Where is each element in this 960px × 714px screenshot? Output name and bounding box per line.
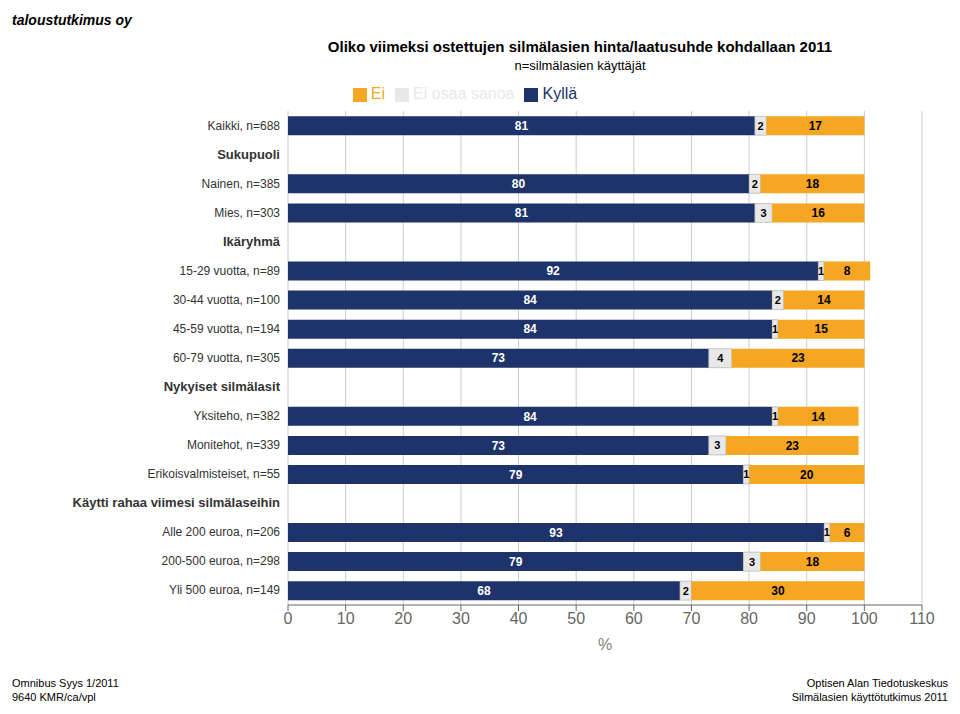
html-text:Oliko viimeksi ostettujen silm: Oliko viimeksi ostettujen silmälasien hi…: [327, 38, 833, 55]
svg-text:23: 23: [791, 351, 805, 365]
svg-text:1: 1: [772, 323, 778, 335]
svg-text:30: 30: [771, 584, 785, 598]
svg-text:84: 84: [523, 410, 537, 424]
html-text:Silmälasien käyttötutkimus 201: Silmälasien käyttötutkimus 2011: [791, 691, 948, 703]
svg-text:50: 50: [567, 610, 585, 627]
svg-text:92: 92: [546, 264, 560, 278]
svg-text:100: 100: [851, 610, 878, 627]
html-text:Ei: Ei: [370, 85, 386, 102]
svg-text:45-59 vuotta, n=194: 45-59 vuotta, n=194: [173, 322, 280, 336]
svg-text:68: 68: [477, 584, 491, 598]
svg-text:0: 0: [284, 610, 293, 627]
svg-text:93: 93: [549, 526, 563, 540]
svg-text:Monitehot, n=339: Monitehot, n=339: [187, 438, 280, 452]
svg-text:2: 2: [775, 294, 781, 306]
svg-text:81: 81: [515, 206, 529, 220]
svg-text:30: 30: [452, 610, 470, 627]
svg-text:1: 1: [818, 265, 824, 277]
html-text:9640 KMR/ca/vpl: 9640 KMR/ca/vpl: [12, 691, 96, 703]
svg-text:79: 79: [509, 555, 523, 569]
svg-text:8: 8: [844, 264, 851, 278]
svg-text:1: 1: [743, 468, 749, 480]
svg-text:80: 80: [512, 177, 526, 191]
svg-text:73: 73: [492, 351, 506, 365]
svg-text:Käytti rahaa viimesi silmälase: Käytti rahaa viimesi silmälaseihin: [73, 495, 280, 510]
html-text:Kyllä: Kyllä: [542, 85, 578, 102]
svg-text:73: 73: [492, 439, 506, 453]
svg-text:4: 4: [717, 352, 724, 364]
svg-text:60-79 vuotta, n=305: 60-79 vuotta, n=305: [173, 351, 280, 365]
svg-text:2: 2: [758, 120, 764, 132]
svg-text:1: 1: [772, 410, 778, 422]
svg-text:Kaikki, n=688: Kaikki, n=688: [208, 119, 281, 133]
svg-text:3: 3: [714, 439, 720, 451]
html-text:Ei osaa sanoa: Ei osaa sanoa: [413, 85, 515, 102]
svg-text:Yli 500 euroa, n=149: Yli 500 euroa, n=149: [169, 583, 280, 597]
svg-text:70: 70: [683, 610, 701, 627]
svg-text:Yksiteho, n=382: Yksiteho, n=382: [194, 409, 281, 423]
svg-text:Nykyiset silmälasit: Nykyiset silmälasit: [164, 379, 281, 394]
svg-text:Sukupuoli: Sukupuoli: [217, 147, 280, 162]
svg-text:2: 2: [683, 585, 689, 597]
svg-text:110: 110: [909, 610, 935, 627]
svg-text:80: 80: [740, 610, 758, 627]
html-text:Optisen Alan Tiedotuskeskus: Optisen Alan Tiedotuskeskus: [806, 677, 948, 689]
svg-text:15: 15: [814, 322, 828, 336]
svg-text:81: 81: [515, 119, 529, 133]
svg-text:16: 16: [812, 206, 826, 220]
svg-text:200-500 euroa, n=298: 200-500 euroa, n=298: [162, 554, 281, 568]
svg-text:18: 18: [806, 177, 820, 191]
svg-text:30-44 vuotta, n=100: 30-44 vuotta, n=100: [173, 293, 280, 307]
svg-text:14: 14: [817, 293, 831, 307]
html-text:n=silmälasien käyttäjät: n=silmälasien käyttäjät: [514, 58, 646, 73]
svg-text:3: 3: [760, 207, 766, 219]
svg-text:2: 2: [752, 178, 758, 190]
html-text:taloustutkimus oy: taloustutkimus oy: [12, 12, 132, 28]
svg-text:79: 79: [509, 468, 523, 482]
svg-text:23: 23: [786, 439, 800, 453]
svg-text:90: 90: [798, 610, 816, 627]
svg-text:20: 20: [800, 468, 814, 482]
svg-text:18: 18: [806, 555, 820, 569]
svg-text:15-29 vuotta, n=89: 15-29 vuotta, n=89: [180, 264, 281, 278]
svg-text:60: 60: [625, 610, 643, 627]
svg-text:Erikoisvalmisteiset, n=55: Erikoisvalmisteiset, n=55: [148, 467, 281, 481]
svg-text:%: %: [598, 636, 612, 653]
svg-text:Mies, n=303: Mies, n=303: [214, 206, 280, 220]
svg-text:84: 84: [523, 293, 537, 307]
svg-text:84: 84: [523, 322, 537, 336]
svg-text:6: 6: [844, 526, 851, 540]
svg-text:40: 40: [510, 610, 528, 627]
svg-text:Ikäryhmä: Ikäryhmä: [223, 234, 281, 249]
svg-text:3: 3: [749, 556, 755, 568]
svg-text:1: 1: [824, 526, 830, 538]
svg-text:Nainen, n=385: Nainen, n=385: [202, 177, 281, 191]
svg-text:17: 17: [809, 119, 823, 133]
svg-text:10: 10: [337, 610, 355, 627]
html-text:Omnibus Syys 1/2011: Omnibus Syys 1/2011: [12, 677, 119, 689]
svg-text:20: 20: [394, 610, 412, 627]
svg-text:14: 14: [812, 410, 826, 424]
svg-text:Alle 200 euroa, n=206: Alle 200 euroa, n=206: [162, 525, 280, 539]
